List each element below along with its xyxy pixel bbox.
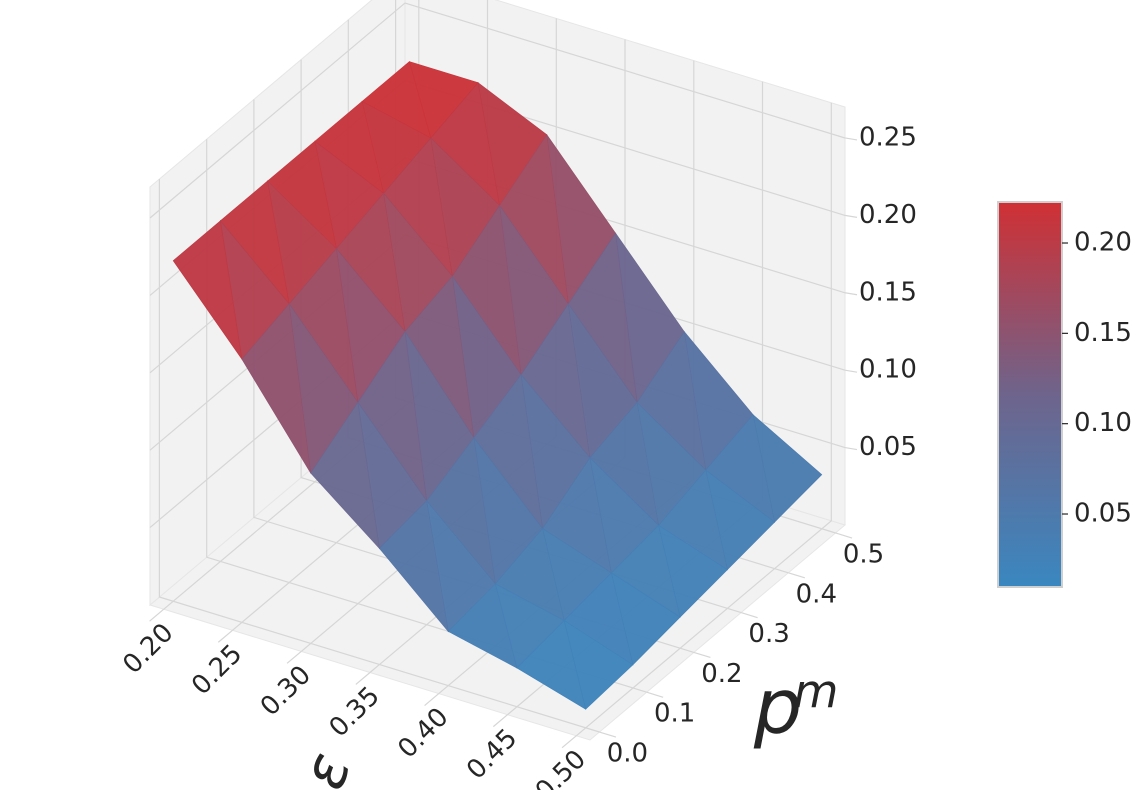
- x-tick-label: 0.50: [530, 744, 592, 790]
- z-tick-label: 0.10: [859, 355, 917, 385]
- z-tick-label: 0.20: [859, 200, 917, 230]
- y-axis-label: p: [753, 662, 802, 751]
- y-tick: [599, 731, 617, 738]
- y-tick-label: 0.4: [796, 579, 837, 609]
- y-axis-label-subscript: m: [794, 665, 839, 719]
- surface-face: [241, 303, 311, 474]
- z-tick-label: 0.15: [859, 277, 917, 307]
- z-tick: [844, 447, 858, 451]
- y-tick-label: 0.3: [748, 619, 789, 649]
- y-tick-label: 0.1: [654, 699, 695, 729]
- x-tick-label: 0.35: [324, 681, 386, 743]
- x-tick-label: 0.30: [255, 660, 317, 722]
- x-tick: [424, 693, 440, 706]
- x-tick: [492, 714, 508, 728]
- x-tick: [286, 650, 302, 664]
- z-tick: [844, 137, 858, 141]
- y-tick: [835, 532, 853, 539]
- x-tick-label: 0.45: [461, 723, 523, 785]
- y-tick: [788, 572, 806, 579]
- x-tick: [561, 735, 577, 749]
- grid-line: [158, 179, 600, 733]
- colorbar-tick-label: 0.15: [1074, 318, 1132, 348]
- x-tick-label: 0.20: [117, 618, 179, 680]
- y-tick-label: 0.0: [607, 739, 648, 769]
- z-tick-label: 0.25: [859, 122, 917, 152]
- y-tick: [646, 691, 664, 698]
- surface-face: [378, 500, 449, 633]
- surface-face: [310, 401, 380, 550]
- grid-line: [149, 2, 846, 219]
- x-tick-label: 0.25: [186, 639, 248, 701]
- z-tick: [844, 292, 858, 296]
- colorbar-tick-label: 0.10: [1074, 408, 1132, 438]
- z-tick-label: 0.05: [859, 432, 917, 462]
- surface-face: [447, 583, 518, 669]
- y-tick-label: 0.5: [843, 539, 884, 569]
- colorbar-tick-label: 0.05: [1074, 499, 1132, 529]
- y-tick: [693, 651, 711, 659]
- surface-face: [172, 220, 243, 360]
- colorbar: 0.05 0.10 0.15 0.20: [997, 201, 1132, 588]
- surface: [172, 61, 823, 710]
- x-tick: [217, 629, 233, 643]
- x-tick: [355, 672, 371, 685]
- colorbar-fill: [997, 201, 1063, 588]
- y-tick-label: 0.2: [701, 659, 742, 689]
- surface-face: [516, 619, 587, 710]
- x-tick: [149, 608, 165, 622]
- colorbar-tick-label: 0.20: [1074, 228, 1132, 258]
- y-tick: [740, 612, 758, 619]
- grid-line: [575, 102, 832, 737]
- z-tick: [844, 214, 858, 218]
- x-tick-label: 0.40: [392, 702, 454, 764]
- z-tick: [844, 369, 858, 373]
- x-axis-label: ε: [288, 744, 365, 790]
